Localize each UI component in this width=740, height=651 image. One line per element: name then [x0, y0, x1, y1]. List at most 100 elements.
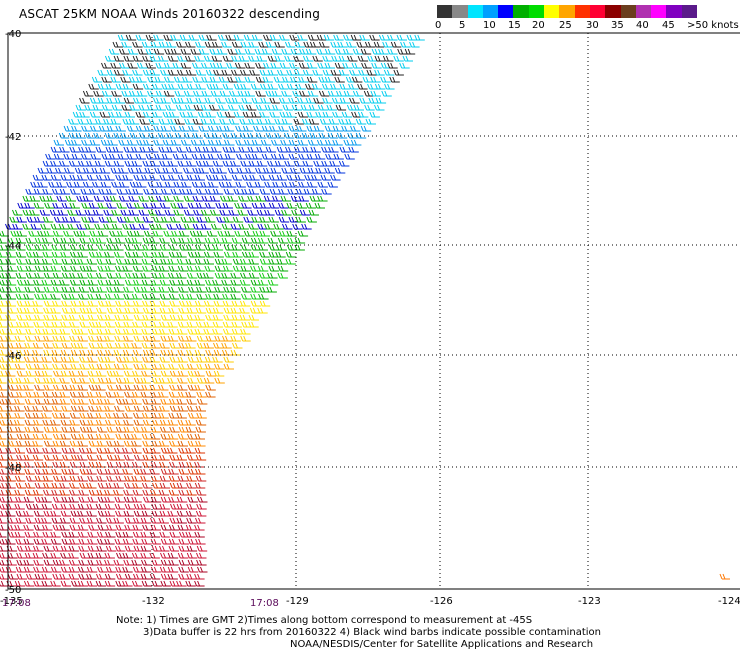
wind-barb — [240, 69, 251, 76]
wind-barb — [274, 132, 285, 139]
wind-barb — [343, 139, 354, 146]
wind-barb — [77, 272, 88, 279]
wind-barb — [194, 300, 206, 307]
wind-barb — [124, 384, 135, 391]
wind-barb — [281, 167, 292, 174]
wind-barb — [15, 426, 26, 433]
wind-barb — [159, 160, 170, 167]
wind-barb — [260, 83, 271, 90]
wind-barb — [33, 188, 45, 195]
wind-barb — [119, 62, 130, 69]
wind-barb — [78, 391, 89, 398]
wind-barb — [24, 531, 35, 538]
wind-barb — [170, 34, 181, 41]
wind-barb — [101, 90, 113, 97]
wind-barb — [400, 41, 411, 48]
wind-barb — [0, 391, 9, 398]
wind-barb — [160, 335, 171, 342]
wind-barb — [91, 167, 102, 174]
wind-barb — [151, 405, 162, 412]
wind-barb — [93, 90, 104, 97]
wind-barb — [176, 517, 187, 524]
wind-barb — [190, 139, 202, 146]
wind-barb — [233, 188, 244, 195]
wind-barb — [25, 188, 36, 195]
wind-barb — [41, 538, 52, 545]
wind-barb — [14, 468, 25, 475]
wind-barb — [95, 552, 107, 559]
wind-barb — [23, 566, 35, 573]
wind-barb — [159, 475, 171, 482]
wind-barb — [106, 97, 117, 104]
wind-barb — [158, 118, 169, 125]
wind-barb — [99, 167, 111, 174]
wind-barb — [135, 125, 147, 132]
wind-barb — [320, 174, 331, 181]
wind-barb — [196, 398, 208, 405]
wind-barb — [168, 496, 179, 503]
wind-barb — [83, 167, 94, 174]
wind-barb — [34, 237, 46, 244]
wind-barb — [345, 118, 356, 125]
wind-barb — [262, 76, 273, 83]
wind-barb — [172, 153, 184, 160]
wind-barb — [34, 244, 45, 251]
wind-barb — [122, 335, 134, 342]
wind-barb — [59, 377, 70, 384]
wind-barb — [309, 41, 321, 48]
wind-barb — [261, 153, 273, 160]
wind-barb — [280, 195, 291, 202]
wind-barb — [194, 573, 205, 580]
wind-barb — [195, 188, 207, 195]
wind-barb — [222, 300, 234, 307]
wind-barb — [123, 433, 135, 440]
wind-barb — [133, 454, 145, 461]
wind-barbs — [0, 34, 730, 587]
wind-barb — [0, 342, 9, 349]
wind-barb — [151, 454, 162, 461]
wind-barb — [123, 321, 134, 328]
wind-barb — [115, 356, 127, 363]
wind-barb — [0, 237, 7, 244]
wind-barb — [160, 258, 171, 265]
wind-barb — [158, 251, 169, 258]
wind-barb — [158, 489, 170, 496]
wind-barb — [152, 216, 164, 223]
color-key-label: 5 — [459, 20, 466, 31]
wind-barb — [185, 41, 196, 48]
wind-barb — [24, 286, 35, 293]
wind-barb — [68, 293, 80, 300]
wind-barb — [141, 580, 153, 587]
wind-barb — [224, 139, 235, 146]
wind-barb — [33, 524, 45, 531]
wind-barb — [34, 314, 45, 321]
wind-barb — [169, 279, 180, 286]
wind-barb — [204, 244, 215, 251]
wind-barb — [133, 314, 145, 321]
wind-barb — [281, 118, 293, 125]
wind-barb — [78, 300, 90, 307]
wind-barb — [316, 139, 328, 146]
wind-barb — [317, 181, 328, 188]
wind-barb — [215, 139, 226, 146]
wind-barb — [136, 62, 148, 69]
wind-barb — [185, 580, 196, 587]
wind-barb — [317, 62, 328, 69]
wind-barb — [267, 272, 278, 279]
wind-barb — [106, 307, 118, 314]
wind-barb — [231, 237, 243, 244]
wind-barb — [169, 440, 180, 447]
wind-barb — [198, 34, 209, 41]
wind-barb — [214, 286, 225, 293]
wind-barb — [206, 34, 217, 41]
wind-barb — [192, 132, 203, 139]
wind-barb — [186, 265, 198, 272]
wind-barb — [141, 433, 153, 440]
wind-barb — [107, 139, 118, 146]
wind-barb — [132, 538, 143, 545]
wind-barb — [131, 475, 142, 482]
wind-barb — [43, 286, 55, 293]
wind-barb — [77, 258, 88, 265]
wind-barb — [24, 419, 35, 426]
wind-barb — [305, 97, 316, 104]
